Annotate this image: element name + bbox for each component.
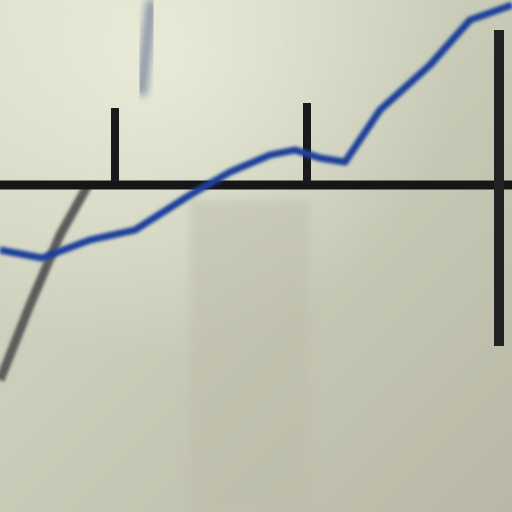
- shade: [190, 200, 310, 512]
- blurred-stroke: [135, 0, 158, 96]
- blue-line: [0, 1, 512, 262]
- gray-line: [0, 182, 92, 382]
